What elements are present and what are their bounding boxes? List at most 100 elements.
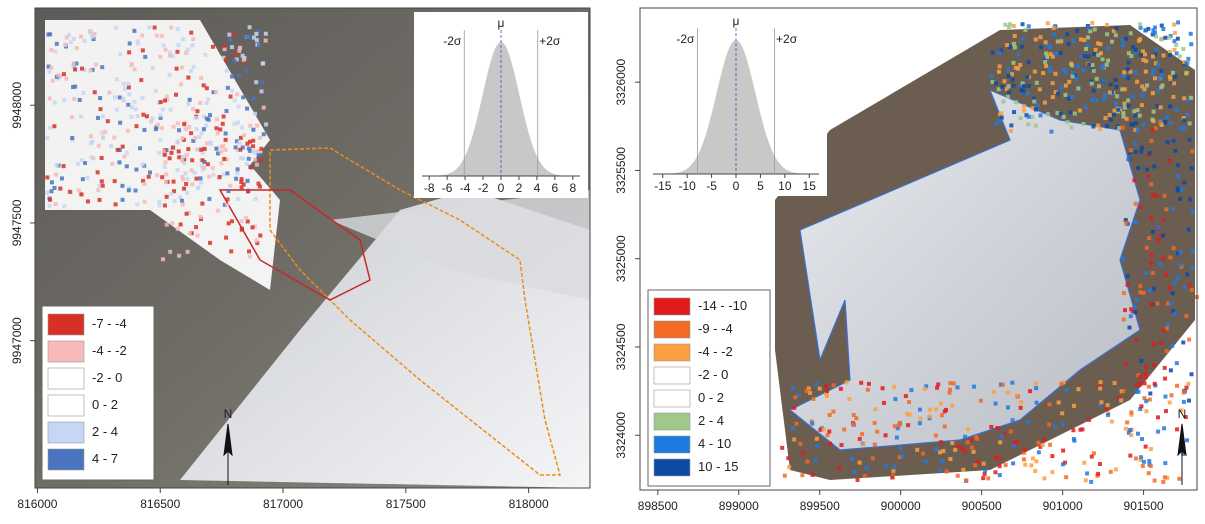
dem-pixel — [1182, 285, 1187, 290]
dem-pixel — [1157, 76, 1162, 81]
dem-pixel — [1152, 30, 1157, 35]
dem-pixel — [1153, 61, 1158, 66]
dem-pixel — [953, 447, 958, 452]
dem-pixel — [1003, 22, 1008, 27]
dem-pixel — [1039, 45, 1044, 50]
dem-pixel — [1158, 340, 1163, 345]
legend-label: 4 - 10 — [698, 436, 731, 451]
dem-pixel — [933, 433, 938, 438]
dem-pixel — [897, 455, 902, 460]
dem-pixel — [1165, 475, 1170, 480]
dem-pixel — [1049, 129, 1054, 134]
dem-pixel — [222, 156, 227, 161]
dem-pixel — [186, 75, 191, 80]
dem-pixel — [113, 202, 118, 207]
dem-pixel — [1012, 440, 1017, 445]
dem-pixel — [47, 69, 52, 74]
dem-pixel — [1167, 285, 1172, 290]
dem-pixel — [251, 35, 256, 40]
dem-pixel — [1164, 326, 1169, 331]
dem-pixel — [860, 432, 865, 437]
dem-pixel — [1139, 404, 1144, 409]
dem-pixel — [796, 392, 801, 397]
x-tick-label: 899000 — [719, 499, 759, 513]
dod-area — [45, 20, 280, 290]
dem-pixel — [223, 137, 228, 142]
dem-pixel — [70, 136, 75, 141]
dem-pixel — [229, 88, 234, 93]
dem-pixel — [126, 102, 131, 107]
dem-pixel — [1056, 91, 1061, 96]
dem-pixel — [1172, 81, 1177, 86]
dem-pixel — [786, 456, 791, 461]
dem-pixel — [1128, 148, 1133, 153]
dem-pixel — [1119, 398, 1124, 403]
dem-pixel — [1159, 23, 1164, 28]
dem-pixel — [1148, 463, 1153, 468]
dem-pixel — [1065, 32, 1070, 37]
dem-pixel — [191, 64, 196, 69]
dem-pixel — [827, 429, 832, 434]
dem-pixel — [53, 201, 58, 206]
dem-pixel — [997, 50, 1002, 55]
dem-pixel — [183, 127, 188, 132]
legend-swatch — [47, 421, 85, 444]
dem-pixel — [1161, 26, 1166, 31]
dem-pixel — [1011, 41, 1016, 46]
dem-pixel — [1053, 90, 1058, 95]
dem-pixel — [74, 46, 79, 51]
dem-pixel — [1007, 22, 1012, 27]
dem-pixel — [1006, 67, 1011, 72]
inset: -2σ μ +2σ -8 -6 -4 -2 0 2 4 6 8 — [414, 12, 588, 198]
dem-pixel — [1069, 94, 1074, 99]
dem-pixel — [52, 185, 57, 190]
dem-pixel — [134, 124, 139, 129]
dem-pixel — [1092, 27, 1097, 32]
dem-pixel — [98, 96, 103, 101]
dem-pixel — [806, 386, 811, 391]
dem-pixel — [1121, 389, 1126, 394]
dem-pixel — [1055, 110, 1060, 115]
dem-pixel — [1008, 129, 1013, 134]
dem-pixel — [1190, 149, 1195, 154]
dem-pixel — [129, 114, 134, 119]
dem-pixel — [184, 50, 189, 55]
dem-pixel — [1163, 409, 1168, 414]
dem-pixel — [88, 68, 93, 73]
dem-pixel — [1042, 100, 1047, 105]
dem-pixel — [782, 473, 787, 478]
dem-pixel — [1140, 84, 1145, 89]
dem-pixel — [790, 426, 795, 431]
dem-pixel — [1028, 389, 1033, 394]
dem-pixel — [948, 457, 953, 462]
dem-pixel — [203, 52, 208, 57]
dem-pixel — [1158, 105, 1163, 110]
dem-pixel — [164, 194, 169, 199]
dem-pixel — [903, 394, 908, 399]
dem-pixel — [164, 172, 169, 177]
dem-pixel — [201, 127, 206, 132]
dem-pixel — [1189, 166, 1194, 171]
dem-pixel — [1178, 263, 1183, 268]
dem-pixel — [1034, 400, 1039, 405]
dem-pixel — [900, 454, 905, 459]
dem-pixel — [139, 78, 144, 83]
dem-pixel — [907, 412, 912, 417]
map-frame — [34, 7, 591, 489]
dem-pixel — [1142, 396, 1147, 401]
dem-pixel — [1139, 455, 1144, 460]
dem-pixel — [1089, 479, 1094, 484]
dem-pixel — [1155, 301, 1160, 306]
dem-pixel — [1091, 68, 1096, 73]
dem-pixel — [235, 92, 240, 97]
dem-pixel — [170, 145, 175, 150]
dem-pixel — [132, 67, 137, 72]
dem-pixel — [248, 148, 253, 153]
dem-pixel — [1167, 104, 1172, 109]
dem-pixel — [141, 178, 146, 183]
dem-pixel — [1165, 114, 1170, 119]
dem-pixel — [1080, 427, 1085, 432]
dem-pixel — [100, 183, 105, 188]
dem-pixel — [190, 43, 195, 48]
dem-pixel — [1006, 84, 1011, 89]
